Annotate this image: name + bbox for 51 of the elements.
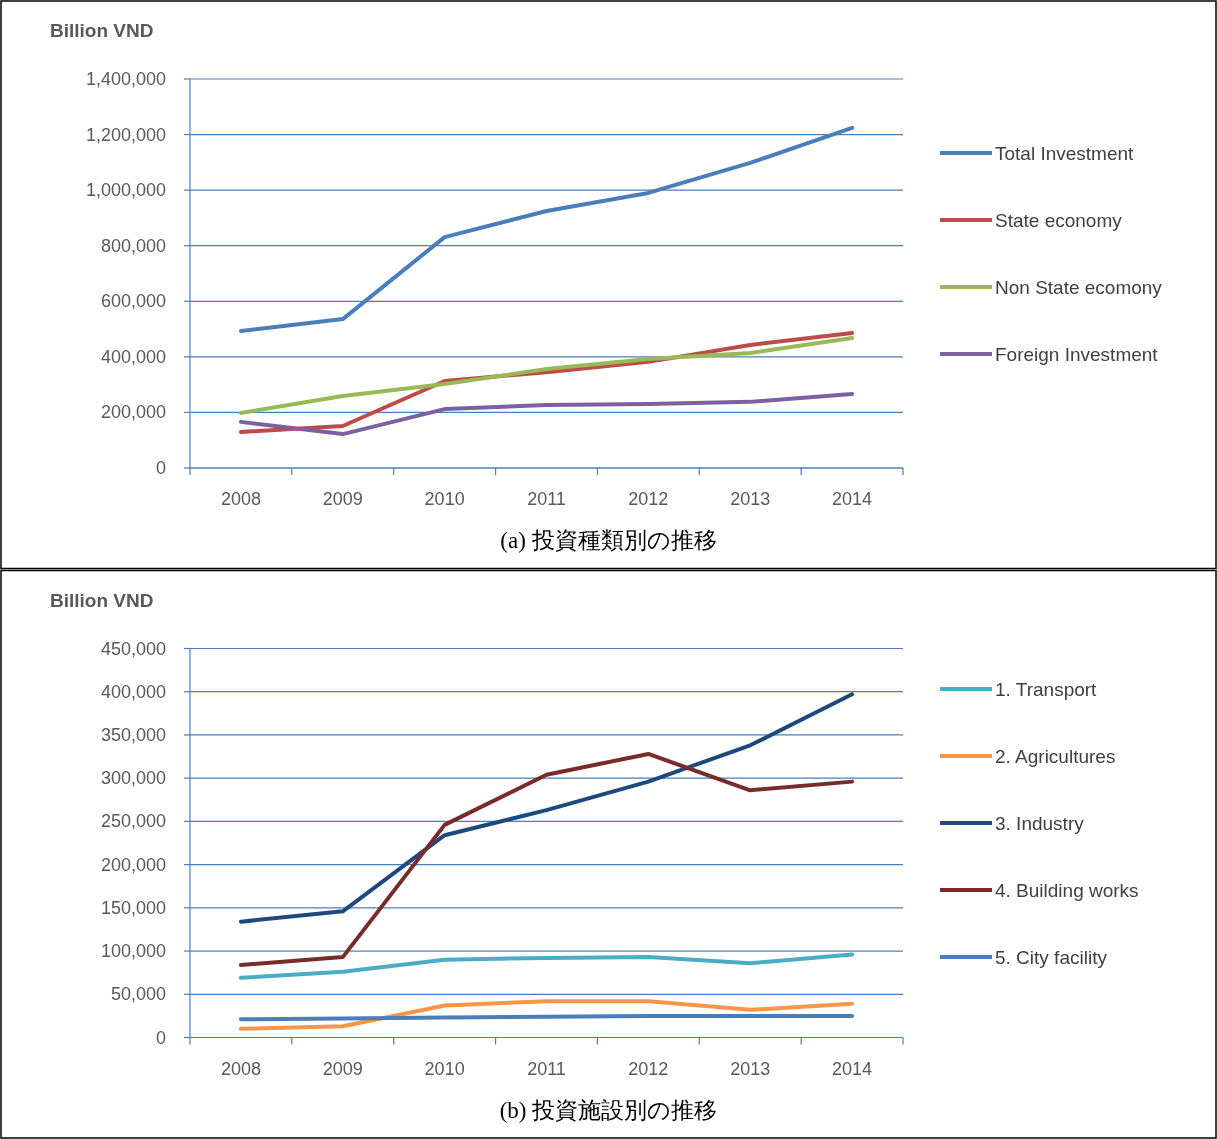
y-tick-label: 300,000 bbox=[100, 768, 166, 789]
x-tick-label: 2013 bbox=[730, 489, 771, 509]
y-tick-label: 1,400,000 bbox=[85, 69, 166, 89]
y-tick-label: 0 bbox=[155, 458, 166, 478]
x-tick-label: 2014 bbox=[832, 489, 873, 509]
line-series bbox=[238, 999, 855, 1031]
x-tick-label: 2008 bbox=[220, 1058, 261, 1079]
x-tick-label: 2010 bbox=[424, 1058, 465, 1079]
legend-label: 4. Building works bbox=[995, 880, 1139, 901]
legend-label: 3. Industry bbox=[995, 813, 1085, 834]
y-tick-label: 600,000 bbox=[100, 291, 166, 312]
y-tick-label: 250,000 bbox=[100, 811, 166, 832]
line-series bbox=[238, 335, 855, 415]
y-axis-title: Billion VND bbox=[50, 20, 154, 41]
x-tick-label: 2009 bbox=[322, 1058, 363, 1079]
y-tick-label: 200,000 bbox=[100, 854, 166, 875]
x-tick-label: 2014 bbox=[832, 1058, 873, 1079]
y-axis-title: Billion VND bbox=[50, 589, 154, 611]
legend-label: Foreign Investment bbox=[995, 344, 1159, 365]
y-tick-label: 200,000 bbox=[100, 402, 166, 423]
y-tick-label: 450,000 bbox=[100, 638, 166, 659]
line-series bbox=[238, 952, 855, 980]
x-tick-label: 2011 bbox=[527, 1058, 566, 1079]
y-tick-label: 50,000 bbox=[110, 984, 166, 1005]
legend-label: Total Investment bbox=[995, 143, 1135, 164]
legend-label: 1. Transport bbox=[995, 679, 1098, 700]
y-tick-label: 350,000 bbox=[100, 724, 166, 745]
y-tick-label: 150,000 bbox=[100, 897, 166, 918]
y-tick-label: 800,000 bbox=[100, 235, 166, 256]
x-tick-label: 2012 bbox=[628, 489, 669, 509]
text: (b) 投資施設別の推移 bbox=[499, 1097, 718, 1123]
y-tick-label: 1,200,000 bbox=[85, 124, 166, 145]
line-series bbox=[238, 692, 855, 924]
y-tick-label: 100,000 bbox=[100, 941, 166, 962]
line-series bbox=[238, 392, 855, 437]
text: (a) 投資種類別の推移 bbox=[500, 528, 717, 553]
y-tick-label: 400,000 bbox=[100, 681, 166, 702]
y-tick-label: 400,000 bbox=[100, 346, 166, 367]
x-tick-label: 2013 bbox=[730, 1058, 771, 1079]
x-tick-label: 2012 bbox=[628, 1058, 669, 1079]
y-tick-label: 0 bbox=[155, 1027, 166, 1048]
legend-label: 5. City facility bbox=[995, 947, 1108, 968]
x-tick-label: 2008 bbox=[220, 489, 261, 509]
legend-label: State economy bbox=[995, 210, 1123, 231]
y-tick-label: 1,000,000 bbox=[85, 180, 166, 201]
x-tick-label: 2009 bbox=[322, 489, 363, 509]
x-tick-label: 2011 bbox=[527, 489, 566, 509]
legend-label: 2. Agricultures bbox=[995, 746, 1116, 767]
line-series bbox=[238, 751, 855, 967]
legend-label: Non State ecomony bbox=[995, 277, 1163, 298]
x-tick-label: 2010 bbox=[424, 489, 465, 509]
